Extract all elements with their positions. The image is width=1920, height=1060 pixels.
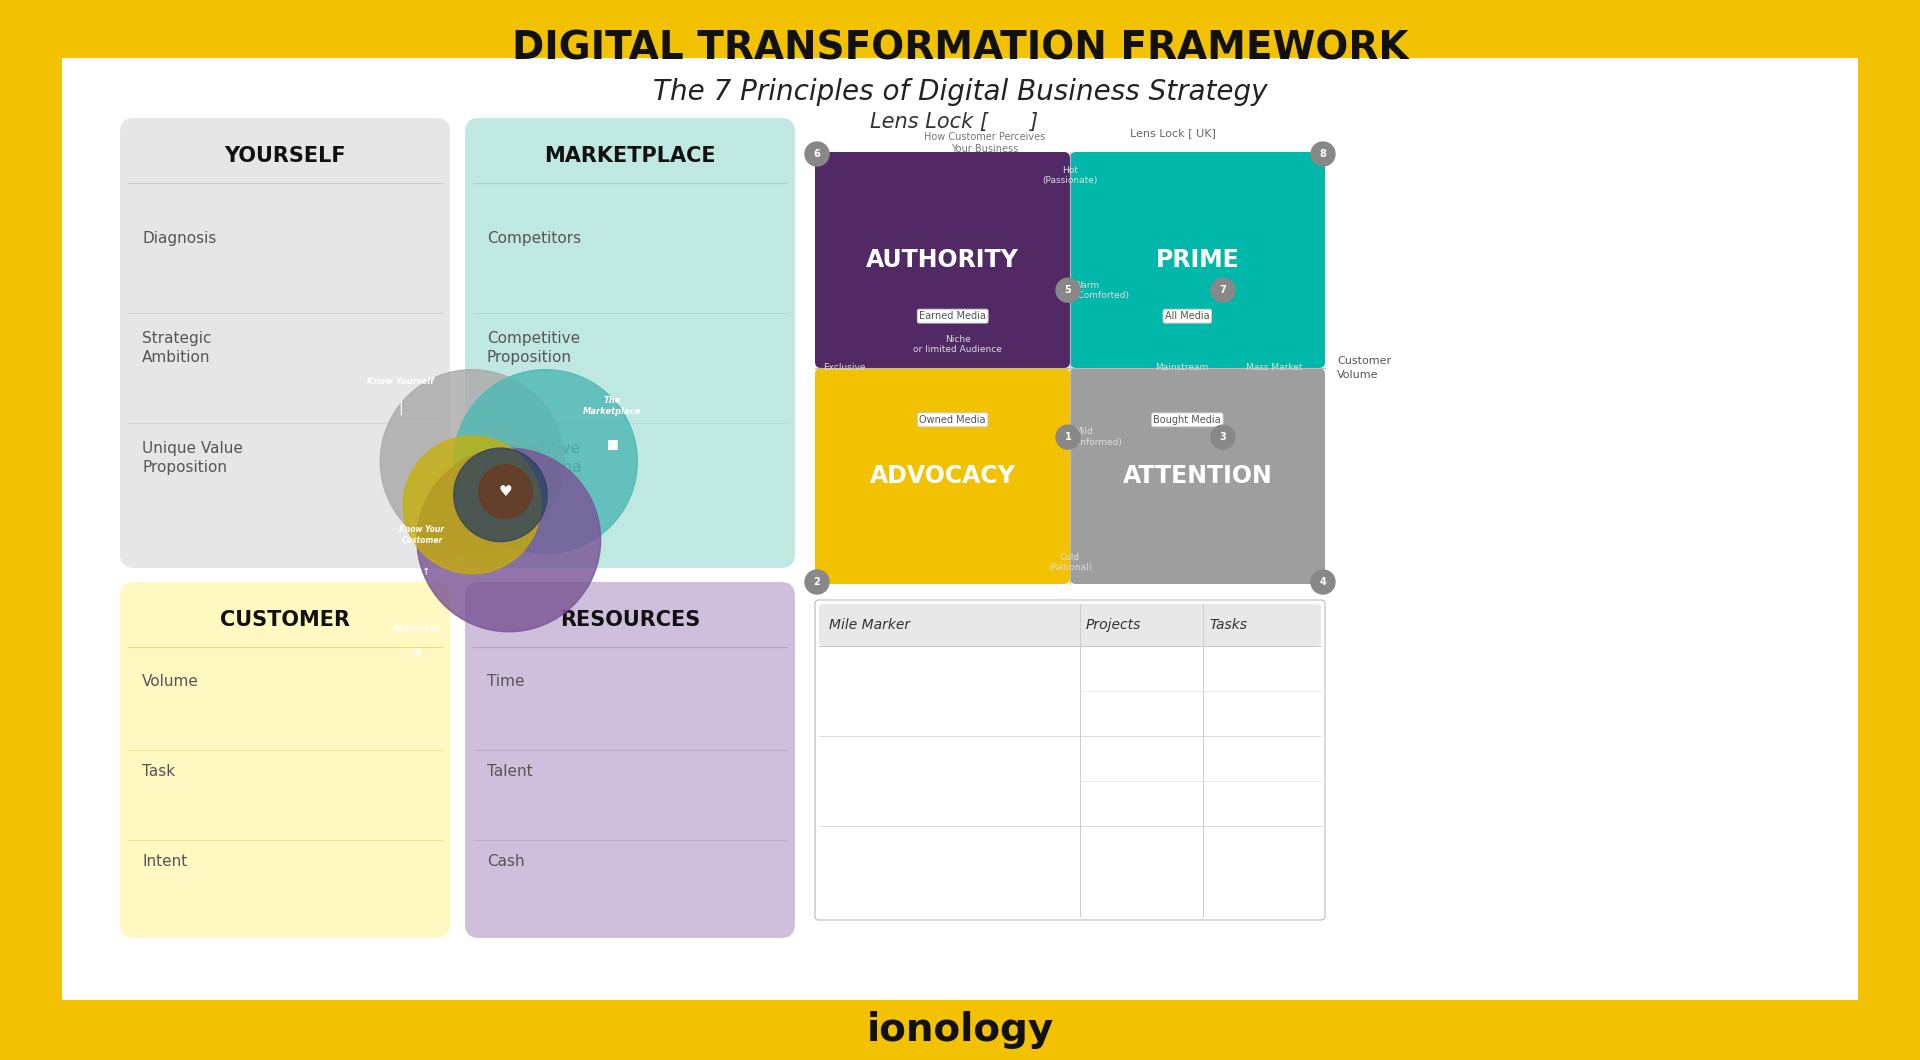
Circle shape xyxy=(804,570,829,594)
Text: ⚙: ⚙ xyxy=(411,647,422,660)
Text: MARKETPLACE: MARKETPLACE xyxy=(543,146,716,166)
Text: ♥: ♥ xyxy=(499,484,513,499)
Text: Owned Media: Owned Media xyxy=(920,414,987,425)
Text: Mass Market: Mass Market xyxy=(1246,364,1302,372)
Text: ADVOCACY: ADVOCACY xyxy=(870,464,1016,488)
Text: Resources: Resources xyxy=(394,624,442,633)
Circle shape xyxy=(1311,570,1334,594)
FancyBboxPatch shape xyxy=(814,600,1325,920)
Text: How Customer Perceives
Your Business: How Customer Perceives Your Business xyxy=(924,131,1046,154)
Text: Bought Media: Bought Media xyxy=(1154,414,1221,425)
Text: Lens Lock [: Lens Lock [ xyxy=(870,112,989,132)
Text: 3: 3 xyxy=(1219,432,1227,442)
Circle shape xyxy=(453,370,637,553)
Text: Cold
(Rational): Cold (Rational) xyxy=(1048,552,1092,572)
Text: Hot
(Passionate): Hot (Passionate) xyxy=(1043,166,1098,185)
Text: YOURSELF: YOURSELF xyxy=(225,146,346,166)
Text: 1: 1 xyxy=(1064,432,1071,442)
Text: Projects: Projects xyxy=(1087,618,1140,632)
Text: AUTHORITY: AUTHORITY xyxy=(866,248,1020,272)
Text: ionology: ionology xyxy=(866,1011,1054,1049)
Text: Competitors: Competitors xyxy=(488,230,582,246)
Circle shape xyxy=(1212,278,1235,302)
Text: |: | xyxy=(397,401,403,416)
Text: Niche
or limited Audience: Niche or limited Audience xyxy=(914,335,1002,354)
Text: RESOURCES: RESOURCES xyxy=(561,610,701,630)
FancyBboxPatch shape xyxy=(119,582,449,938)
Circle shape xyxy=(1212,425,1235,449)
Text: Warm
(Comforted): Warm (Comforted) xyxy=(1073,281,1129,300)
Text: CUSTOMER: CUSTOMER xyxy=(221,610,349,630)
FancyBboxPatch shape xyxy=(465,582,795,938)
Text: Task: Task xyxy=(142,764,175,779)
FancyBboxPatch shape xyxy=(61,58,1859,1000)
Text: Cash: Cash xyxy=(488,854,524,869)
FancyBboxPatch shape xyxy=(814,368,1069,584)
Text: Mild
(Informed): Mild (Informed) xyxy=(1073,427,1121,447)
Text: The
Marketplace: The Marketplace xyxy=(584,396,641,417)
Circle shape xyxy=(1056,425,1079,449)
Text: 6: 6 xyxy=(814,149,820,159)
Text: Customer
Volume: Customer Volume xyxy=(1336,356,1392,379)
Text: 2: 2 xyxy=(814,577,820,587)
Text: Competitive
Proposition: Competitive Proposition xyxy=(488,331,580,366)
Text: Know Yourself: Know Yourself xyxy=(367,377,434,386)
Text: Tasks: Tasks xyxy=(1210,618,1248,632)
Text: Mile Marker: Mile Marker xyxy=(829,618,910,632)
FancyBboxPatch shape xyxy=(119,118,449,568)
Circle shape xyxy=(417,448,601,632)
Text: Volume: Volume xyxy=(142,674,200,689)
Text: 8: 8 xyxy=(1319,149,1327,159)
Circle shape xyxy=(478,464,532,518)
Circle shape xyxy=(804,142,829,166)
FancyBboxPatch shape xyxy=(465,118,795,568)
Text: ■: ■ xyxy=(607,437,618,449)
Text: The 7 Principles of Digital Business Strategy: The 7 Principles of Digital Business Str… xyxy=(653,78,1267,106)
Circle shape xyxy=(1311,142,1334,166)
Text: ]: ] xyxy=(1029,112,1039,132)
Text: Know Your
Customer: Know Your Customer xyxy=(399,526,445,545)
Text: Competitive
Force Forma: Competitive Force Forma xyxy=(488,441,582,475)
Text: Time: Time xyxy=(488,674,524,689)
Text: Mainstream: Mainstream xyxy=(1156,364,1210,372)
Text: PRIME: PRIME xyxy=(1156,248,1240,272)
FancyBboxPatch shape xyxy=(814,152,1325,584)
Text: Strategic
Ambition: Strategic Ambition xyxy=(142,331,211,366)
Text: ↑↑: ↑↑ xyxy=(415,567,430,577)
Text: Unique Value
Proposition: Unique Value Proposition xyxy=(142,441,242,475)
Text: Earned Media: Earned Media xyxy=(920,312,987,321)
Text: Exclusive: Exclusive xyxy=(824,364,866,372)
FancyBboxPatch shape xyxy=(1069,368,1325,584)
Text: 5: 5 xyxy=(1064,285,1071,296)
Circle shape xyxy=(403,436,541,573)
FancyBboxPatch shape xyxy=(814,152,1069,368)
FancyBboxPatch shape xyxy=(814,600,1325,920)
Text: 7: 7 xyxy=(1219,285,1227,296)
Text: All Media: All Media xyxy=(1165,312,1210,321)
FancyBboxPatch shape xyxy=(820,604,1321,646)
FancyBboxPatch shape xyxy=(1069,152,1325,368)
Text: Lens Lock [ UK]: Lens Lock [ UK] xyxy=(1131,128,1215,138)
Text: DIGITAL TRANSFORMATION FRAMEWORK: DIGITAL TRANSFORMATION FRAMEWORK xyxy=(513,29,1407,67)
Circle shape xyxy=(380,370,564,553)
Circle shape xyxy=(1056,278,1079,302)
Text: ATTENTION: ATTENTION xyxy=(1123,464,1273,488)
Text: Talent: Talent xyxy=(488,764,532,779)
Text: 4: 4 xyxy=(1319,577,1327,587)
Text: Diagnosis: Diagnosis xyxy=(142,230,217,246)
Text: Intent: Intent xyxy=(142,854,188,869)
Circle shape xyxy=(453,448,547,542)
